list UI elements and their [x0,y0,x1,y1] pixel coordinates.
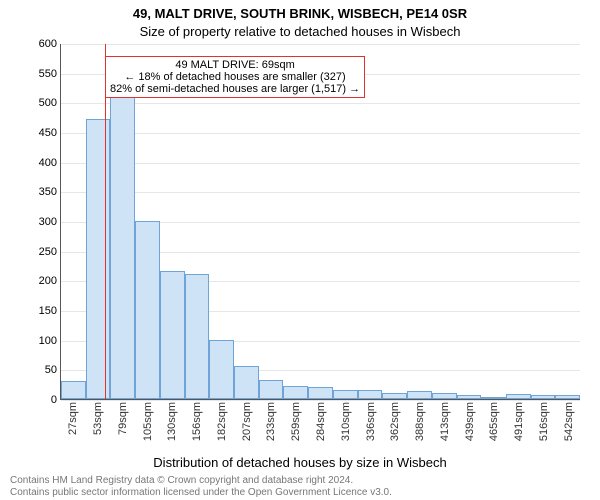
y-tick-label: 500 [39,97,61,109]
x-tick-label: 362sqm [389,402,401,441]
y-tick-label: 550 [39,68,61,80]
histogram-bar [333,390,358,399]
y-tick-label: 450 [39,127,61,139]
y-tick-label: 400 [39,157,61,169]
y-tick-label: 150 [39,305,61,317]
property-info-box: 49 MALT DRIVE: 69sqm ← 18% of detached h… [105,56,365,98]
x-tick-label: 156sqm [191,402,203,441]
histogram-bar [86,119,111,399]
x-tick-label: 233sqm [265,402,277,441]
histogram-bar [382,393,407,399]
histogram-bar [61,381,86,399]
y-tick-label: 50 [45,364,61,376]
histogram-bar [555,395,580,399]
x-tick-label: 542sqm [563,402,575,441]
y-tick-label: 200 [39,275,61,287]
x-tick-label: 284sqm [315,402,327,441]
infobox-line: ← 18% of detached houses are smaller (32… [110,71,360,83]
chart-subtitle: Size of property relative to detached ho… [0,24,600,39]
infobox-line: 49 MALT DRIVE: 69sqm [110,59,360,71]
x-tick-label: 182sqm [216,402,228,441]
histogram-bar [259,380,284,399]
x-tick-label: 336sqm [365,402,377,441]
histogram-bar [209,340,234,399]
histogram-bar [110,64,135,399]
histogram-bar [135,221,160,399]
x-tick-label: 79sqm [117,402,129,435]
histogram-bar [283,386,308,399]
histogram-bar [308,387,333,399]
footnote-licence: Contains public sector information licen… [10,487,392,498]
y-tick-label: 100 [39,335,61,347]
x-tick-label: 53sqm [92,402,104,435]
x-tick-label: 259sqm [290,402,302,441]
x-tick-label: 27sqm [67,402,79,435]
footnote-copyright: Contains HM Land Registry data © Crown c… [10,475,353,486]
x-tick-label: 207sqm [241,402,253,441]
histogram-bar [432,393,457,399]
x-axis-label: Distribution of detached houses by size … [0,455,600,470]
histogram-bar [185,274,210,399]
infobox-line: 82% of semi-detached houses are larger (… [110,83,360,95]
x-tick-label: 413sqm [439,402,451,441]
x-tick-label: 130sqm [166,402,178,441]
histogram-bar [481,397,506,399]
x-tick-label: 516sqm [538,402,550,441]
gridline [61,400,580,401]
x-tick-label: 310sqm [340,402,352,441]
histogram-bar [160,271,185,399]
y-tick-label: 0 [51,394,61,406]
histogram-bar [457,395,482,399]
histogram-bar [407,391,432,399]
x-tick-label: 439sqm [464,402,476,441]
x-tick-label: 388sqm [414,402,426,441]
histogram-bar [234,366,259,399]
y-tick-label: 300 [39,216,61,228]
histogram-bar [531,395,556,399]
x-tick-label: 105sqm [142,402,154,441]
histogram-bar [358,390,383,399]
histogram-bar [506,394,531,399]
chart-title-address: 49, MALT DRIVE, SOUTH BRINK, WISBECH, PE… [0,6,600,21]
x-tick-label: 465sqm [488,402,500,441]
plot-area: 050100150200250300350400450500550600 49 … [60,44,580,400]
y-tick-label: 600 [39,38,61,50]
x-tick-label: 491sqm [513,402,525,441]
y-tick-label: 250 [39,246,61,258]
y-tick-label: 350 [39,186,61,198]
property-size-histogram: 49, MALT DRIVE, SOUTH BRINK, WISBECH, PE… [0,0,600,500]
